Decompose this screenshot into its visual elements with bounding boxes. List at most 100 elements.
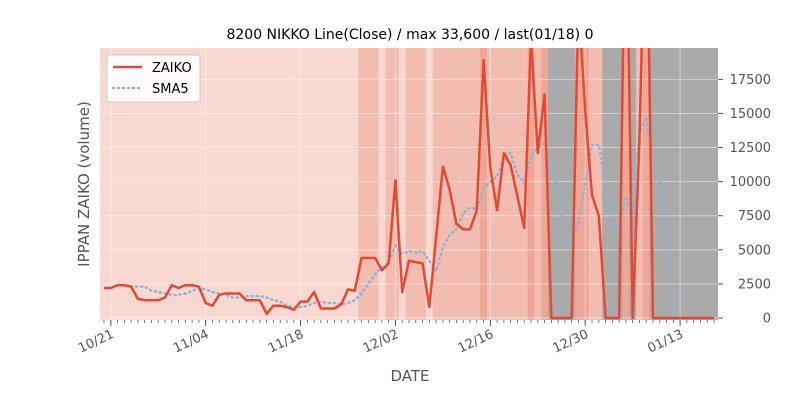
day-band xyxy=(425,48,434,320)
day-band xyxy=(242,48,251,320)
day-band xyxy=(317,48,325,320)
day-band xyxy=(439,48,447,320)
zaiko-line xyxy=(104,48,714,320)
day-band xyxy=(541,48,549,320)
day-band xyxy=(676,48,685,320)
day-band xyxy=(500,48,508,320)
y-tick-label: 5000 xyxy=(738,243,771,258)
sma5-series xyxy=(129,113,716,320)
day-band xyxy=(168,48,176,320)
day-band xyxy=(642,48,651,320)
day-band xyxy=(683,48,691,320)
day-band xyxy=(412,48,420,320)
day-band xyxy=(690,48,698,320)
day-band xyxy=(181,48,190,320)
day-band xyxy=(358,48,366,320)
day-band xyxy=(256,48,264,320)
day-band xyxy=(419,48,427,320)
day-band xyxy=(432,48,441,320)
day-band xyxy=(486,48,495,320)
day-band xyxy=(398,48,407,320)
zaiko-series xyxy=(104,48,714,320)
day-band xyxy=(134,48,142,320)
legend: ZAIKO SMA5 xyxy=(106,54,201,103)
gridlines xyxy=(100,48,718,320)
y-tick-label: 2500 xyxy=(738,277,771,292)
day-band xyxy=(703,48,712,320)
day-band xyxy=(215,48,224,320)
day-band xyxy=(554,48,563,320)
day-band xyxy=(303,48,312,320)
day-band xyxy=(507,48,515,320)
sma5-line xyxy=(129,113,716,320)
day-band xyxy=(669,48,678,320)
day-band xyxy=(568,48,576,320)
legend-label-sma5: SMA5 xyxy=(152,82,189,97)
day-band xyxy=(148,48,156,320)
day-band xyxy=(249,48,258,320)
day-band xyxy=(608,48,617,320)
day-band xyxy=(161,48,169,320)
y-tick-label: 15000 xyxy=(730,107,771,122)
day-band xyxy=(663,48,671,320)
day-band xyxy=(310,48,319,320)
day-band xyxy=(459,48,468,320)
day-band xyxy=(480,48,488,320)
day-band xyxy=(595,48,603,320)
day-band xyxy=(622,48,630,320)
day-band xyxy=(527,48,535,320)
legend-label-zaiko: ZAIKO xyxy=(152,61,192,76)
day-band xyxy=(337,48,346,320)
day-band xyxy=(270,48,278,320)
day-band xyxy=(222,48,230,320)
day-band xyxy=(188,48,197,320)
day-band xyxy=(324,48,332,320)
day-band xyxy=(575,48,583,320)
day-band xyxy=(697,48,705,320)
day-band xyxy=(263,48,271,320)
day-band xyxy=(344,48,352,320)
day-band xyxy=(446,48,454,320)
day-band xyxy=(615,48,624,320)
day-band xyxy=(534,48,542,320)
day-band xyxy=(209,48,217,320)
day-band xyxy=(297,48,305,320)
day-band xyxy=(107,48,115,320)
day-band xyxy=(100,48,108,320)
day-band xyxy=(127,48,136,320)
y-tick-label: 17500 xyxy=(730,73,771,88)
day-band xyxy=(290,48,298,320)
day-band xyxy=(656,48,664,320)
y-axis-label: IPPAN ZAIKO (volume) xyxy=(75,101,93,267)
day-band xyxy=(636,48,644,320)
day-band xyxy=(649,48,657,320)
y-axis-ticks: 0 2500 5000 7500 10000 12500 15000 17500 xyxy=(718,73,771,327)
day-band xyxy=(229,48,237,320)
chart-title: 8200 NIKKO Line(Close) / max 33,600 / la… xyxy=(226,27,593,43)
day-band xyxy=(276,48,285,320)
day-band xyxy=(175,48,183,320)
day-band xyxy=(202,48,210,320)
day-band xyxy=(710,48,718,320)
y-tick-label: 7500 xyxy=(738,209,771,224)
x-axis-label: DATE xyxy=(390,367,429,385)
day-band xyxy=(236,48,244,320)
y-tick-label: 12500 xyxy=(730,141,771,156)
day-band xyxy=(629,48,637,320)
day-band xyxy=(547,48,556,320)
day-band xyxy=(141,48,149,320)
day-band xyxy=(120,48,129,320)
day-band xyxy=(351,48,359,320)
day-band xyxy=(405,48,413,320)
day-band xyxy=(520,48,529,320)
y-tick-label: 10000 xyxy=(730,175,771,190)
day-band xyxy=(371,48,380,320)
day-band xyxy=(331,48,339,320)
y-tick-label: 0 xyxy=(763,312,771,327)
day-band xyxy=(493,48,502,320)
day-band xyxy=(154,48,163,320)
day-band xyxy=(385,48,393,320)
day-band xyxy=(195,48,203,320)
day-band xyxy=(561,48,569,320)
